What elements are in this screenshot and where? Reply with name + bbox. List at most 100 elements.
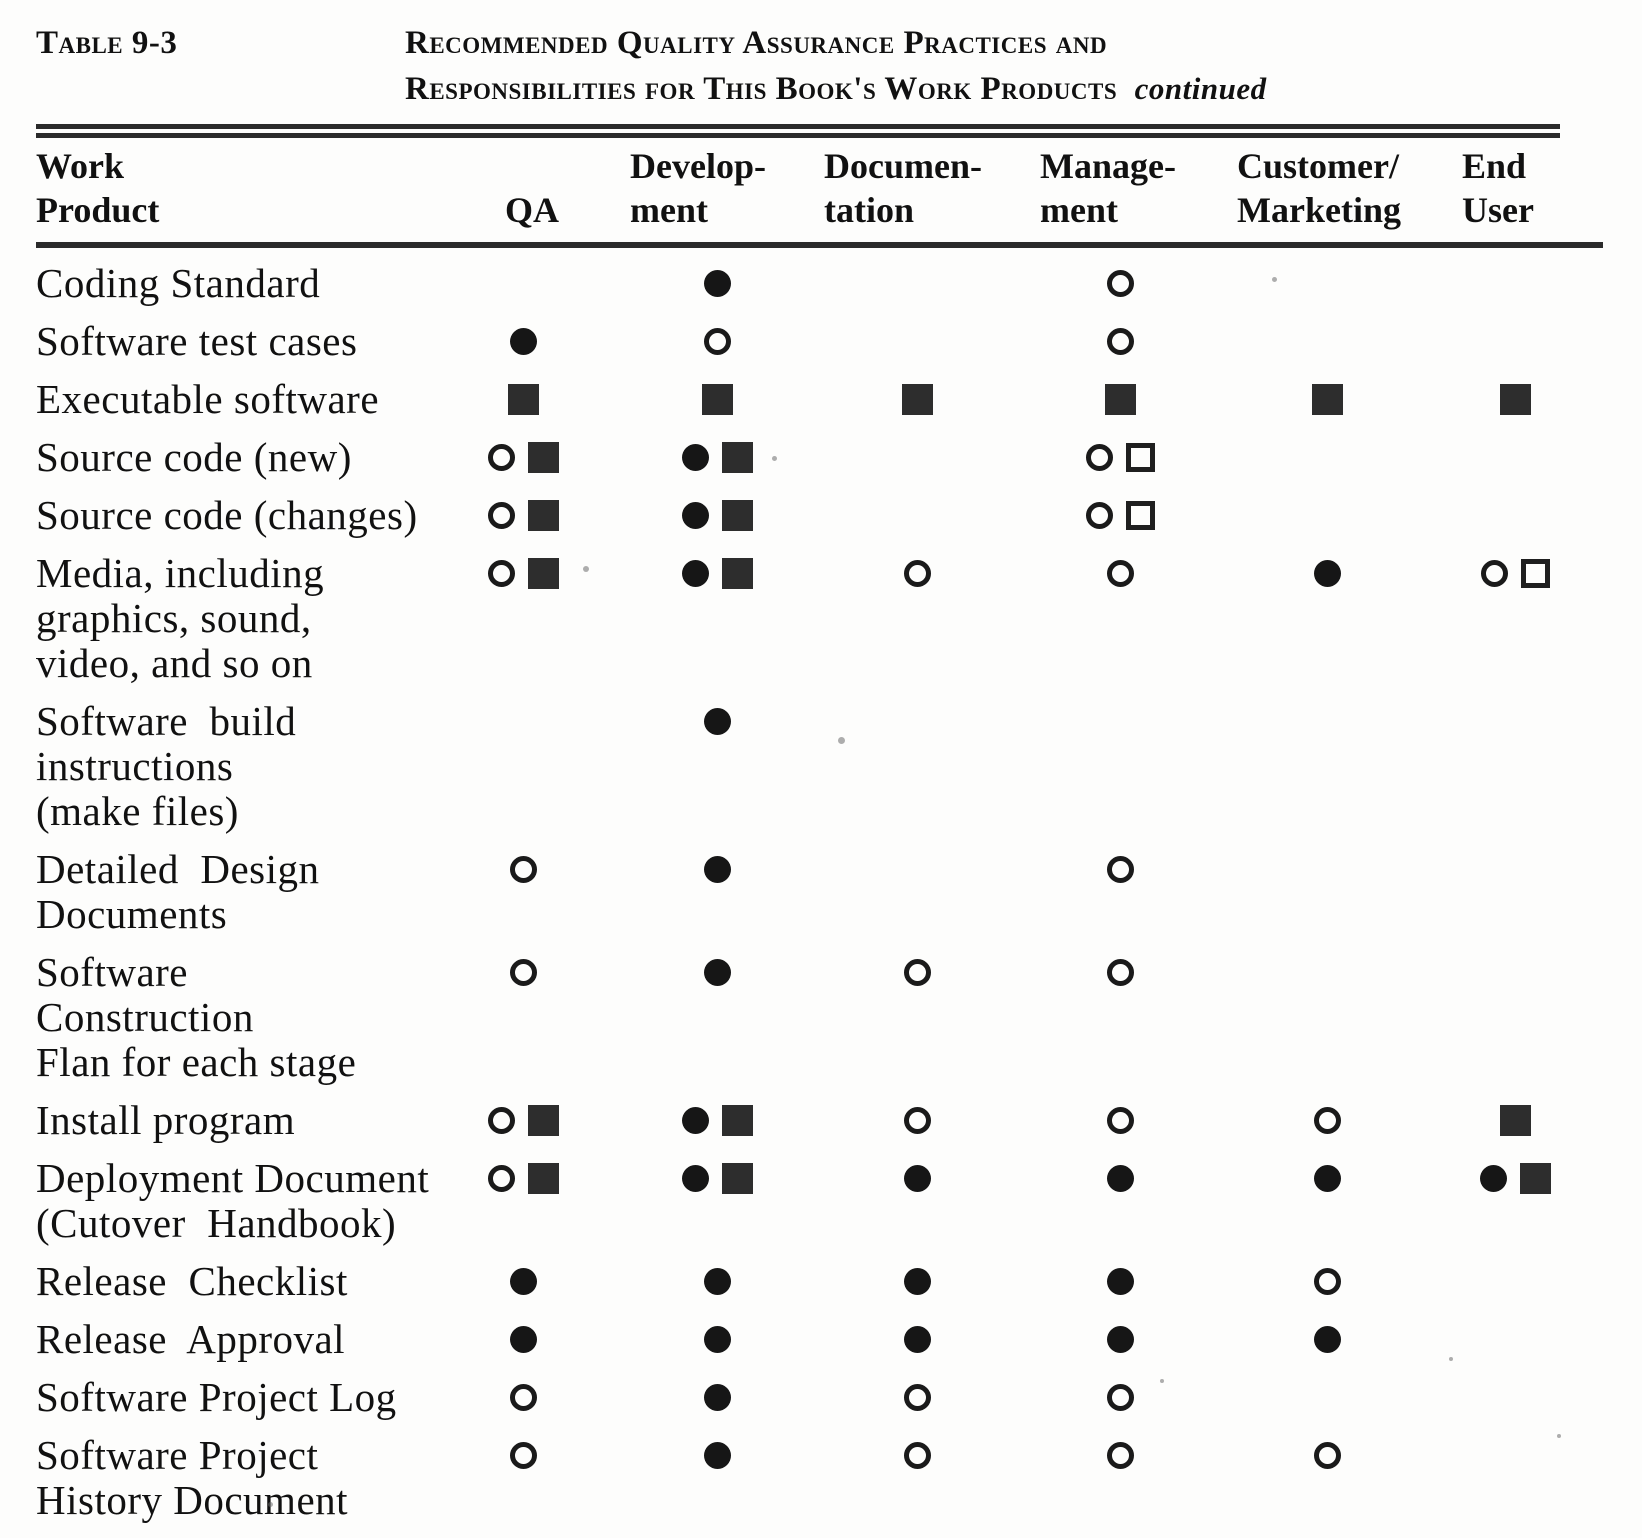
filled-circle-icon (704, 708, 731, 735)
filled-square-icon (527, 1105, 559, 1136)
filled-square-icon (1499, 384, 1531, 415)
open-circle-icon (1106, 959, 1134, 986)
filled-square-icon (1311, 384, 1343, 415)
work-product-label: Software Construction Flan for each stage (36, 949, 357, 1085)
open-circle-icon (1085, 502, 1113, 529)
filled-square-icon (527, 1163, 559, 1194)
cell-management (1013, 686, 1227, 834)
filled-circle-icon (682, 502, 709, 529)
work-product-label: Software Project Log (36, 1374, 397, 1420)
scan-noise-speck (268, 1502, 273, 1507)
cell-management (1013, 480, 1227, 538)
cell-customer-marketing (1227, 1143, 1427, 1246)
rule-bar (36, 124, 1560, 129)
qa-practices-table: Work Product QA Develop-ment Documen-tation M… (36, 138, 1603, 1523)
cell-management (1013, 364, 1227, 422)
title-continued-marker: continued (1134, 71, 1267, 106)
table-title-line-2: Responsibilities for This Book's Work Pr… (405, 66, 1267, 112)
cell-qa (433, 686, 613, 834)
work-product-label: Install program (36, 1097, 296, 1143)
cell-customer-marketing (1227, 306, 1427, 364)
cell-customer-marketing (1227, 1246, 1427, 1304)
column-header-development: Develop-ment (613, 138, 822, 248)
table-top-double-rule (36, 124, 1560, 138)
cell-development (613, 1362, 822, 1420)
cell-development (613, 422, 822, 480)
table-row: Software Construction Flan for each stage (36, 937, 1603, 1085)
open-circle-icon (904, 1384, 931, 1411)
filled-square-icon (1104, 384, 1136, 415)
filled-square-icon (722, 1105, 753, 1136)
cell-end-user (1427, 1085, 1603, 1143)
column-header-qa: QA (433, 138, 613, 248)
filled-circle-icon (704, 270, 731, 297)
work-product-label: Software Project History Document (36, 1432, 349, 1523)
filled-square-icon (902, 384, 933, 415)
cell-development (613, 686, 822, 834)
cell-management (1013, 1143, 1227, 1246)
filled-square-icon (527, 500, 559, 531)
open-circle-icon (704, 328, 731, 355)
cell-development (613, 245, 822, 306)
work-product-label: Executable software (36, 376, 380, 422)
table-row: Software Project Log (36, 1362, 1603, 1420)
cell-end-user (1427, 1143, 1603, 1246)
filled-circle-icon (904, 1165, 931, 1192)
filled-circle-icon (1106, 1165, 1134, 1192)
filled-square-icon (527, 558, 559, 589)
cell-documentation (822, 1085, 1013, 1143)
filled-square-icon (702, 384, 733, 415)
cell-documentation (822, 834, 1013, 937)
filled-circle-icon (682, 444, 709, 471)
cell-qa (433, 480, 613, 538)
filled-circle-icon (704, 1384, 731, 1411)
cell-documentation (822, 686, 1013, 834)
work-product-label: Software test cases (36, 318, 358, 364)
filled-circle-icon (682, 1165, 709, 1192)
table-row: Detailed Design Documents (36, 834, 1603, 937)
filled-circle-icon (704, 959, 731, 986)
work-product-label: Release Checklist (36, 1258, 348, 1304)
scan-noise-speck (583, 566, 589, 572)
open-circle-icon (487, 1107, 515, 1134)
scan-noise-speck (1272, 277, 1277, 282)
cell-customer-marketing (1227, 686, 1427, 834)
cell-qa (433, 538, 613, 686)
cell-management (1013, 1362, 1227, 1420)
cell-qa (433, 1420, 613, 1523)
filled-circle-icon (1313, 560, 1341, 587)
cell-end-user (1427, 1304, 1603, 1362)
table-row: Coding Standard (36, 245, 1603, 306)
cell-qa (433, 1143, 613, 1246)
column-header-documentation: Documen-tation (822, 138, 1013, 248)
cell-qa (433, 422, 613, 480)
cell-customer-marketing (1227, 1304, 1427, 1362)
table-row: Media, including graphics, sound, video, a… (36, 538, 1603, 686)
cell-end-user (1427, 422, 1603, 480)
open-square-icon (1125, 501, 1155, 530)
column-header-work-product: Work Product (36, 138, 433, 248)
filled-circle-icon (1479, 1165, 1507, 1192)
work-product-label: Source code (changes) (36, 492, 418, 538)
cell-documentation (822, 1143, 1013, 1246)
table-row: Executable software (36, 364, 1603, 422)
open-circle-icon (1106, 560, 1134, 587)
cell-qa (433, 1246, 613, 1304)
open-circle-icon (487, 560, 515, 587)
table-title: Recommended Quality Assurance Practices … (405, 20, 1267, 112)
table-row: Source code (new) (36, 422, 1603, 480)
cell-qa (433, 1085, 613, 1143)
cell-customer-marketing (1227, 937, 1427, 1085)
filled-square-icon (722, 442, 753, 473)
work-product-label: Coding Standard (36, 260, 321, 306)
column-header-customer-marketing: Customer/Marketing (1227, 138, 1427, 248)
table-row: Software build instructions (make files) (36, 686, 1603, 834)
open-circle-icon (904, 560, 931, 587)
table-title-line-1: Recommended Quality Assurance Practices … (405, 25, 1108, 61)
open-circle-icon (509, 959, 537, 986)
open-circle-icon (1085, 444, 1113, 471)
filled-circle-icon (904, 1326, 931, 1353)
cell-management (1013, 306, 1227, 364)
cell-documentation (822, 480, 1013, 538)
open-circle-icon (509, 1384, 537, 1411)
